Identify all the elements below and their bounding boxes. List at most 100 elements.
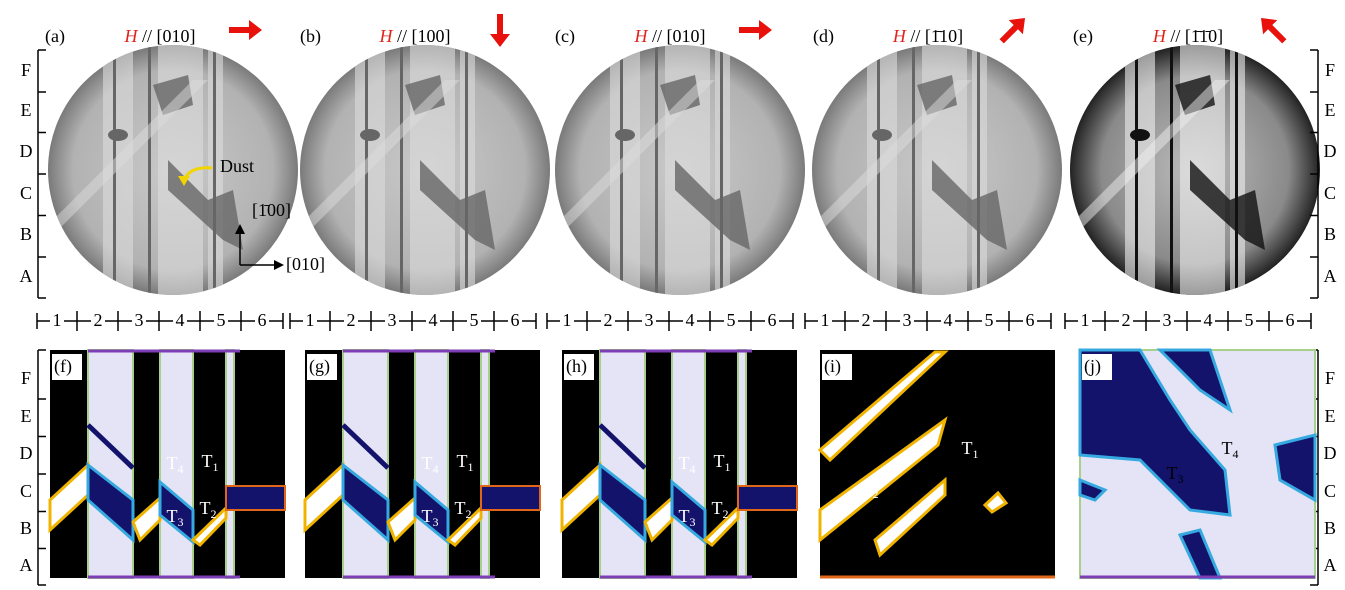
column-label: 4	[944, 310, 953, 330]
column-label: 4	[686, 310, 695, 330]
field-direction: // [1̄10]	[910, 26, 963, 46]
domain-band	[738, 486, 797, 510]
row-label: C	[20, 481, 32, 501]
domain-sub: 2	[873, 487, 879, 501]
domain-sub: 4	[178, 462, 184, 476]
domain-map: T3T4(j)	[1080, 350, 1315, 578]
axis-arrowhead	[274, 260, 284, 270]
field-direction: // [010]	[652, 26, 706, 46]
column-label: 2	[94, 310, 103, 330]
field-arrow	[739, 20, 772, 40]
wall	[655, 45, 658, 295]
panel-label: (f)	[54, 356, 72, 377]
row-label: B	[1324, 224, 1336, 244]
row-label: F	[21, 60, 31, 80]
field-arrow	[1254, 11, 1291, 48]
domain-base: T	[202, 451, 213, 471]
domain-base: T	[457, 451, 468, 471]
domain-base: T	[714, 451, 725, 471]
panel-label: (i)	[824, 356, 841, 377]
field-symbol: H	[634, 26, 649, 46]
row-label: D	[20, 443, 33, 463]
field-symbol: H	[892, 26, 907, 46]
domain-base: T	[1167, 463, 1178, 483]
domain-sub: 1	[213, 460, 219, 474]
domain-sub: 2	[211, 507, 217, 521]
domain-stripe	[226, 350, 234, 578]
row-label: E	[1325, 406, 1336, 426]
column-label: 1	[306, 310, 315, 330]
wall	[977, 45, 980, 295]
row-label: F	[21, 368, 31, 388]
row-label: A	[20, 555, 33, 575]
column-label: 1	[53, 310, 62, 330]
domain-sub: 2	[723, 507, 729, 521]
domain-base: T	[200, 498, 211, 518]
column-label: 5	[727, 310, 736, 330]
field-arrow	[229, 20, 262, 40]
row-label: F	[1325, 368, 1335, 388]
column-label: 6	[1026, 310, 1035, 330]
domain-band	[226, 486, 285, 510]
wall	[213, 45, 216, 295]
row-label: B	[1324, 518, 1336, 538]
row-label: C	[1324, 481, 1336, 501]
column-label: 6	[511, 310, 520, 330]
row-label: F	[1325, 60, 1335, 80]
field-label: H // [010]	[634, 26, 706, 46]
row-label: A	[1324, 555, 1337, 575]
domain-map: T4T1T3T2(f)	[50, 350, 285, 578]
row-label: E	[21, 406, 32, 426]
field-label: H // [100]	[379, 26, 451, 46]
spot	[1130, 129, 1150, 141]
column-label: 3	[388, 310, 397, 330]
spot	[108, 129, 128, 141]
domain-base: T	[167, 453, 178, 473]
domain-sub: 3	[433, 515, 439, 529]
row-label: B	[20, 224, 32, 244]
panel-label: (b)	[300, 26, 321, 47]
row-label: E	[1325, 100, 1336, 120]
column-label: 5	[1245, 310, 1254, 330]
spot	[615, 129, 635, 141]
domain-sub: 3	[690, 515, 696, 529]
column-label: 2	[604, 310, 613, 330]
field-symbol: H	[379, 26, 394, 46]
panel-label: (c)	[555, 26, 575, 47]
wall	[1170, 45, 1173, 295]
domain-base: T	[1222, 438, 1233, 458]
domain-base: T	[962, 438, 973, 458]
row-label: D	[1324, 443, 1337, 463]
row-label: C	[1324, 183, 1336, 203]
domain-stripe	[738, 350, 746, 578]
domain-base: T	[455, 498, 466, 518]
column-label: 6	[1286, 310, 1295, 330]
domain-band	[481, 486, 540, 510]
column-label: 3	[645, 310, 654, 330]
wall	[1235, 45, 1238, 295]
column-label: 4	[429, 310, 438, 330]
column-label: 3	[1163, 310, 1172, 330]
column-label: 1	[563, 310, 572, 330]
wall	[720, 45, 723, 295]
domain-sub: 4	[1233, 447, 1239, 461]
column-label: 6	[768, 310, 777, 330]
field-symbol: H	[124, 26, 139, 46]
wall	[912, 45, 915, 295]
column-label: 1	[1081, 310, 1090, 330]
dust-label: Dust	[220, 156, 254, 176]
panel-label: (g)	[309, 356, 330, 377]
domain-sub: 1	[468, 460, 474, 474]
figure: (a)H // [010](b)H // [100](c)H // [010](…	[0, 0, 1345, 590]
panel-label: (d)	[813, 26, 834, 47]
column-label: 5	[985, 310, 994, 330]
row-label: E	[21, 100, 32, 120]
panel-label: (h)	[566, 356, 587, 377]
domain-base: T	[862, 478, 873, 498]
panel-label: (j)	[1084, 356, 1101, 377]
row-label: D	[1324, 141, 1337, 161]
domain-base: T	[712, 498, 723, 518]
